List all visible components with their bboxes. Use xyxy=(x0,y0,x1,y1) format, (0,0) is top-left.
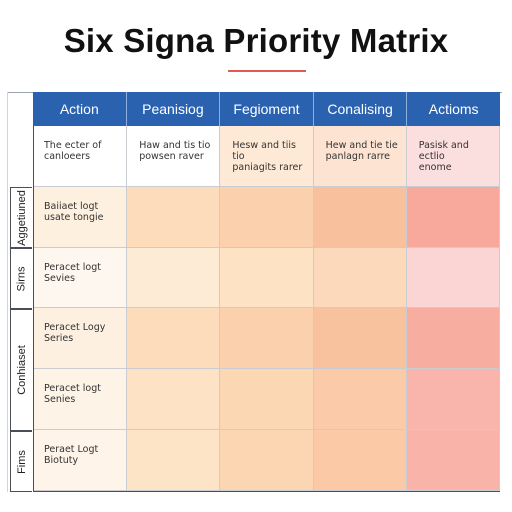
matrix-cell xyxy=(220,430,314,491)
matrix-cell xyxy=(127,308,221,370)
column-header: Actioms xyxy=(428,101,479,117)
matrix-cell: Hesw and tiis tio paniagits rarer xyxy=(220,126,314,187)
matrix-cell xyxy=(313,186,407,248)
row-label-text: Fims xyxy=(15,449,28,474)
matrix-cell xyxy=(313,308,407,370)
row-label: Sirns xyxy=(10,248,32,309)
matrix-cell: Pasisk and ectlio enome xyxy=(406,126,500,187)
matrix-cell xyxy=(406,308,500,370)
row-label: Aggetiuned xyxy=(10,187,32,248)
matrix-cell xyxy=(127,186,221,248)
frame-left-line xyxy=(7,92,8,492)
matrix-cell: Peracet logt Sevies xyxy=(34,247,128,309)
matrix-cell: Peraet Logt Biotuty xyxy=(34,430,128,491)
title-underline xyxy=(228,70,306,72)
matrix-cell: Peracet logt Senies xyxy=(34,369,128,431)
row-label: Fims xyxy=(10,431,32,492)
column-header-row: Action Peanisiog Fegioment Conalising Ac… xyxy=(33,92,500,126)
matrix-cell: Peracet Logy Series xyxy=(34,308,128,370)
matrix-cell xyxy=(313,430,407,491)
matrix-cell xyxy=(406,186,500,248)
column-header: Action xyxy=(33,92,127,126)
matrix-cell xyxy=(406,430,500,491)
matrix-cell: Baiiaet logt usate tongie xyxy=(34,186,128,248)
matrix-cell: Hew and tie tie panlagn rarre xyxy=(313,126,407,187)
row-label-text: Conhiaset xyxy=(15,345,28,395)
page-title: Six Signa Priority Matrix xyxy=(63,22,449,59)
matrix-cell xyxy=(220,186,314,248)
matrix-cell: The ecter of canloeers xyxy=(34,126,128,187)
row-labels: Aggetiuned Sirns Conhiaset Fims xyxy=(10,126,32,492)
matrix-cell: Haw and tis tio powsen raver xyxy=(127,126,221,187)
matrix-cell xyxy=(127,369,221,431)
column-header: Conalising xyxy=(314,92,408,126)
matrix-cell xyxy=(406,369,500,431)
priority-matrix-grid: The ecter of canloeers Haw and tis tio po… xyxy=(33,126,500,492)
matrix-cell xyxy=(406,247,500,309)
column-header: Peanisiog xyxy=(127,92,221,126)
row-label-text: Aggetiuned xyxy=(15,189,28,246)
matrix-cell xyxy=(220,308,314,370)
matrix-cell xyxy=(313,247,407,309)
matrix-cell xyxy=(220,247,314,309)
matrix-cell xyxy=(127,247,221,309)
row-label: Conhiaset xyxy=(10,309,32,431)
matrix-cell xyxy=(127,430,221,491)
matrix-cell xyxy=(220,369,314,431)
column-header: Fegioment xyxy=(220,92,314,126)
row-label-text: Sirns xyxy=(15,265,28,292)
matrix-cell xyxy=(313,369,407,431)
